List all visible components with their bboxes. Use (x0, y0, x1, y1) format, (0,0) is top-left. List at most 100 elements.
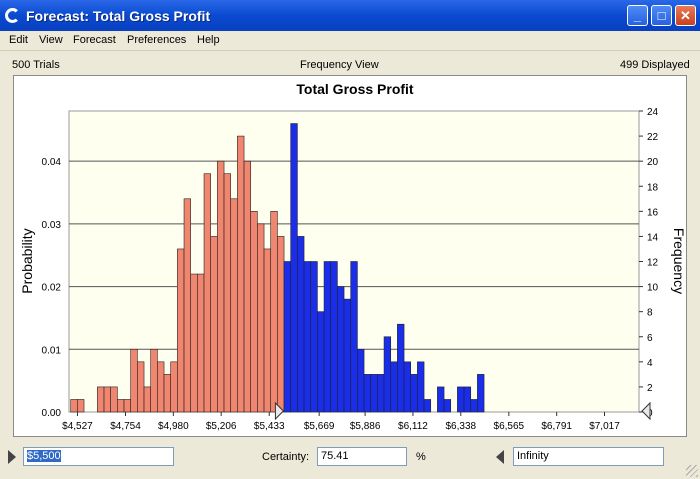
lower-limit-grabber[interactable] (274, 401, 285, 421)
x-tick-label: $5,206 (206, 421, 237, 432)
histogram-bar (377, 374, 385, 413)
view-name: Frequency View (300, 59, 379, 71)
chart-panel: Total Gross Profit Probability Frequency… (13, 75, 687, 437)
menu-bar: Edit View Forecast Preferences Help (0, 31, 700, 51)
histogram-bar (350, 261, 358, 413)
histogram-bar (463, 386, 472, 413)
histogram-bar (270, 211, 278, 413)
menu-edit[interactable]: Edit (9, 34, 28, 46)
histogram-bar (397, 323, 405, 413)
y-right-tick-label: 10 (647, 283, 659, 294)
histogram-bar (163, 374, 172, 413)
histogram-bar (110, 386, 118, 413)
x-tick-label: $4,980 (158, 421, 189, 432)
histogram-bar (237, 135, 245, 413)
histogram-bar (97, 386, 105, 413)
upper-limit-input[interactable]: Infinity (513, 447, 664, 466)
y-right-tick-label: 2 (647, 383, 653, 394)
window-title: Forecast: Total Gross Profit (26, 8, 211, 24)
histogram-bar (157, 361, 165, 413)
menu-help[interactable]: Help (197, 34, 220, 46)
menu-forecast[interactable]: Forecast (73, 34, 116, 46)
histogram-chart: Total Gross Profit Probability Frequency… (19, 81, 687, 432)
lower-arrow-icon[interactable] (8, 450, 16, 464)
histogram-bar (443, 399, 452, 413)
histogram-bar (477, 374, 485, 413)
histogram-bar (370, 374, 378, 413)
histogram-bar (337, 286, 345, 413)
histogram-bar (330, 261, 338, 413)
histogram-bar (423, 399, 432, 413)
histogram-bar (197, 273, 205, 413)
menu-view[interactable]: View (39, 34, 63, 46)
x-tick-label: $7,017 (589, 421, 620, 432)
x-tick-label: $5,669 (304, 421, 335, 432)
histogram-bar (243, 160, 252, 413)
histogram-bar (383, 336, 392, 413)
resize-grip-icon[interactable] (686, 465, 698, 477)
y-tick-label: 0.03 (42, 220, 62, 231)
histogram-bar (210, 236, 218, 413)
histogram-bar (183, 198, 192, 413)
y-tick-label: 0.00 (42, 408, 62, 419)
y-tick-label: 0.01 (42, 345, 62, 356)
histogram-bar (143, 386, 152, 413)
histogram-bar (277, 236, 285, 413)
histogram-bar (343, 298, 352, 413)
histogram-bar (437, 386, 445, 413)
histogram-bar (303, 261, 312, 413)
y-right-tick-label: 4 (647, 358, 653, 369)
histogram-bar (357, 348, 365, 413)
title-bar: Forecast: Total Gross Profit _ □ ✕ (0, 0, 700, 31)
y-right-tick-label: 16 (647, 207, 659, 218)
histogram-bar (323, 261, 332, 413)
chart-title: Total Gross Profit (296, 81, 414, 97)
histogram-bar (137, 361, 145, 413)
histogram-bar (190, 273, 198, 413)
histogram-bar (410, 374, 418, 413)
y-tick-label: 0.02 (42, 283, 62, 294)
lower-limit-input[interactable]: $5,500 (23, 447, 174, 466)
histogram-bar (470, 399, 478, 413)
upper-arrow-icon[interactable] (496, 450, 504, 464)
histogram-bar (217, 160, 225, 413)
histogram-bar (123, 399, 131, 413)
histogram-bar (230, 198, 238, 413)
minimize-button[interactable]: _ (627, 5, 648, 26)
menu-preferences[interactable]: Preferences (127, 34, 187, 46)
histogram-bar (283, 261, 292, 413)
histogram-bar (203, 173, 212, 413)
y-axis-label: Probability (19, 228, 35, 293)
y-right-tick-label: 22 (647, 132, 659, 143)
histogram-bar (103, 386, 111, 413)
histogram-bar (390, 361, 398, 413)
displayed-count: 499 Displayed (620, 59, 690, 71)
close-button[interactable]: ✕ (675, 5, 696, 26)
y-right-tick-label: 24 (647, 107, 659, 118)
y-tick-label: 0.04 (42, 157, 62, 168)
x-tick-label: $4,527 (62, 421, 93, 432)
histogram-bar (457, 386, 465, 413)
upper-limit-grabber[interactable] (641, 401, 651, 421)
y-right-tick-label: 18 (647, 182, 659, 193)
histogram-bar (250, 211, 258, 413)
histogram-bar (363, 374, 372, 413)
certainty-input[interactable]: 75.41 (317, 447, 407, 466)
y-right-tick-label: 6 (647, 333, 653, 344)
histogram-bar (297, 236, 305, 413)
trials-count: 500 Trials (12, 59, 60, 71)
histogram-bar (223, 173, 232, 413)
x-tick-label: $6,338 (445, 421, 476, 432)
histogram-bar (310, 261, 318, 413)
x-tick-label: $6,791 (541, 421, 572, 432)
maximize-button[interactable]: □ (651, 5, 672, 26)
histogram-bar (263, 248, 272, 413)
y-right-tick-label: 8 (647, 308, 653, 319)
histogram-bar (130, 348, 138, 413)
y-axis-right-label: Frequency (671, 228, 686, 294)
certainty-bar: $5,500 Certainty: 75.41 % Infinity (0, 440, 700, 479)
histogram-bar (150, 348, 158, 413)
histogram-bar (290, 123, 298, 413)
histogram-bar (77, 399, 85, 413)
certainty-label: Certainty: (262, 451, 310, 463)
